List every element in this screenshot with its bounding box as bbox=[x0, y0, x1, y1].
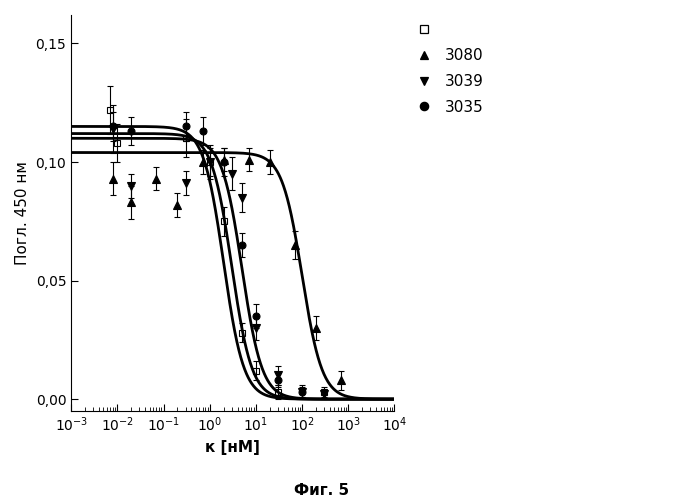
Y-axis label: Погл. 450 нм: Погл. 450 нм bbox=[15, 161, 30, 265]
Legend: , 3080, 3039, 3035: , 3080, 3039, 3035 bbox=[408, 22, 484, 114]
Text: Фиг. 5: Фиг. 5 bbox=[294, 483, 349, 498]
X-axis label: к [нМ]: к [нМ] bbox=[205, 440, 261, 455]
